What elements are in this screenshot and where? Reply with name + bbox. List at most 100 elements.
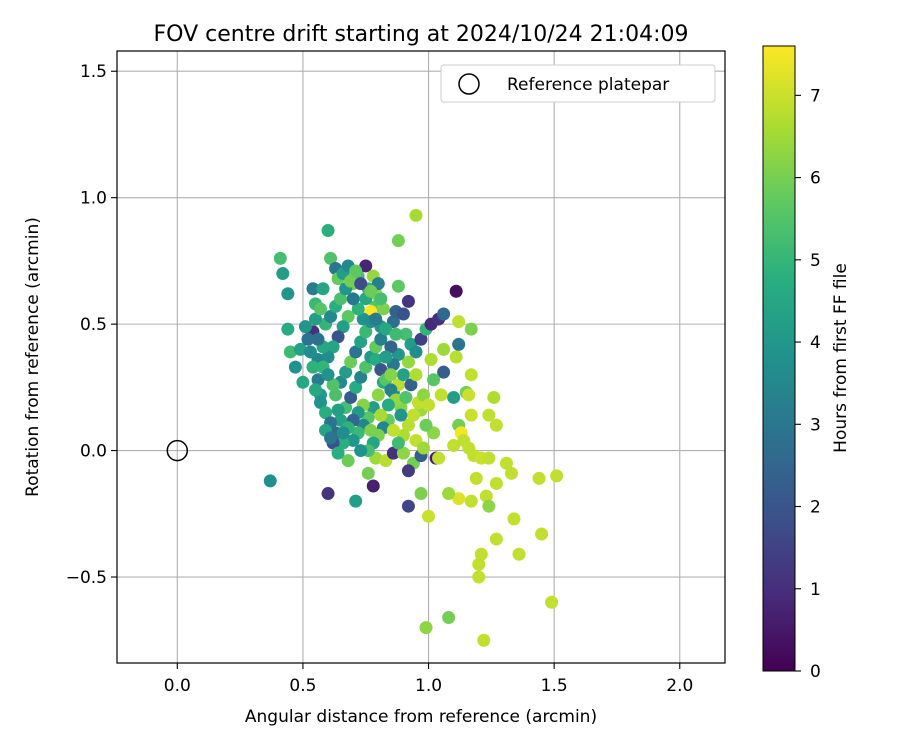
data-point	[321, 368, 335, 382]
colorbar-gradient	[762, 45, 796, 672]
data-point	[346, 433, 360, 447]
data-point	[366, 479, 380, 493]
data-point	[283, 345, 297, 359]
data-point	[399, 390, 413, 404]
data-point	[482, 499, 496, 513]
colorbar-tick-label: 7	[810, 86, 821, 106]
data-point	[354, 335, 368, 349]
data-point	[376, 302, 390, 316]
data-point	[417, 388, 431, 402]
legend-box	[440, 64, 716, 103]
data-point	[308, 312, 322, 326]
data-point	[314, 302, 328, 316]
data-point	[479, 489, 493, 503]
data-point	[326, 340, 340, 354]
data-point	[354, 444, 368, 458]
x-tick-label: 1.5	[541, 676, 568, 696]
data-point	[512, 547, 526, 561]
data-point	[329, 388, 343, 402]
data-point	[344, 355, 358, 369]
data-point	[364, 423, 378, 437]
colorbar-tick-label: 4	[810, 333, 821, 353]
data-point	[477, 633, 491, 647]
data-point	[464, 368, 478, 382]
data-point	[396, 446, 410, 460]
data-point	[452, 315, 466, 329]
data-point	[545, 595, 559, 609]
data-point	[359, 325, 373, 339]
data-point	[487, 390, 501, 404]
x-axis-ticks: 0.0 0.5 1.0 1.5 2.0	[164, 663, 693, 696]
data-point	[437, 307, 451, 321]
data-point	[469, 471, 483, 485]
data-point	[401, 464, 415, 478]
data-point	[281, 322, 295, 336]
data-point	[334, 292, 348, 306]
x-tick-label: 2.0	[666, 676, 693, 696]
data-point	[281, 287, 295, 301]
data-point	[296, 375, 310, 389]
plot-frame	[116, 50, 726, 664]
data-point	[399, 327, 413, 341]
y-tick-label: 1.5	[80, 62, 107, 82]
data-point	[341, 454, 355, 468]
data-point	[374, 292, 388, 306]
data-point	[422, 509, 436, 523]
data-point	[349, 380, 363, 394]
data-point	[504, 466, 518, 480]
data-point	[386, 446, 400, 460]
data-point	[359, 360, 373, 374]
x-axis-label: Angular distance from reference (arcmin)	[245, 707, 597, 727]
y-tick-label: 0.0	[80, 442, 107, 462]
data-point	[349, 494, 363, 508]
data-point	[371, 388, 385, 402]
x-tick-label: 1.0	[415, 676, 442, 696]
data-points	[263, 208, 564, 647]
data-point	[336, 426, 350, 440]
data-point	[321, 487, 335, 501]
data-point	[384, 383, 398, 397]
data-point	[419, 418, 433, 432]
data-point	[535, 527, 549, 541]
data-point	[354, 277, 368, 291]
data-point	[482, 408, 496, 422]
data-point	[422, 398, 436, 412]
data-point	[364, 284, 378, 298]
data-point	[452, 492, 466, 506]
data-point	[349, 345, 363, 359]
data-point	[344, 274, 358, 288]
data-point	[306, 282, 320, 296]
data-point	[424, 353, 438, 367]
data-point	[419, 621, 433, 635]
data-point	[273, 251, 287, 265]
data-point	[394, 408, 408, 422]
data-point	[339, 365, 353, 379]
data-point	[311, 373, 325, 387]
data-point	[341, 310, 355, 324]
colorbar-tick-label: 6	[810, 169, 821, 189]
y-tick-label: −0.5	[66, 568, 107, 588]
data-point	[374, 332, 388, 346]
data-point	[391, 279, 405, 293]
data-point	[464, 322, 478, 336]
data-point	[406, 408, 420, 422]
data-point	[472, 570, 486, 584]
data-point	[401, 355, 415, 369]
grid	[117, 51, 725, 663]
data-point	[331, 403, 345, 417]
reference-point-marker	[166, 439, 189, 462]
data-point	[396, 368, 410, 382]
data-point	[434, 388, 448, 402]
data-point	[409, 345, 423, 359]
data-point	[550, 469, 564, 483]
data-point	[442, 610, 456, 624]
data-point	[319, 406, 333, 420]
data-point	[308, 383, 322, 397]
data-point	[442, 487, 456, 501]
data-point	[344, 390, 358, 404]
data-point	[401, 294, 415, 308]
data-point	[449, 284, 463, 298]
data-point	[409, 208, 423, 222]
data-point	[391, 234, 405, 248]
